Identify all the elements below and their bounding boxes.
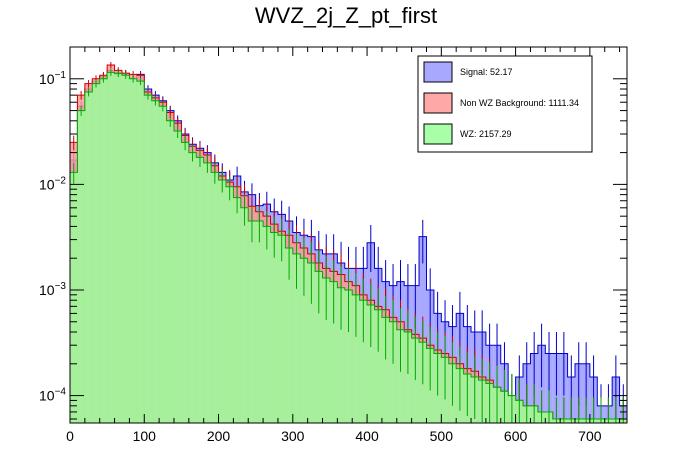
x-tick-label: 700: [578, 428, 602, 444]
bar-wz: [359, 300, 368, 423]
x-tick-label: 500: [430, 428, 454, 444]
bar-wz: [233, 197, 241, 423]
bar-wz: [322, 277, 330, 423]
bar-wz: [389, 321, 397, 423]
bar-wz: [411, 338, 420, 423]
bar-wz: [292, 253, 301, 423]
series-wz: [69, 69, 627, 424]
bar-wz: [404, 332, 412, 423]
bar-wz: [136, 81, 145, 423]
plot-area: [69, 62, 627, 424]
bar-wz: [344, 289, 353, 423]
bar-wz: [129, 78, 137, 423]
bar-wz: [203, 162, 212, 423]
x-tick-label: 300: [281, 428, 305, 444]
bar-wz: [159, 106, 167, 424]
y-axis: 10−1 10−2 10−3 10−4: [39, 46, 627, 420]
bar-wz: [121, 75, 130, 423]
legend-label-signal: Signal: 52.17: [460, 67, 513, 77]
outline-signal: [69, 69, 627, 423]
x-tick-label: 0: [66, 428, 74, 444]
bar-wz: [300, 258, 308, 423]
bar-wz: [151, 100, 160, 424]
x-tick-label: 400: [355, 428, 379, 444]
bar-wz: [263, 226, 271, 423]
bar-wz: [248, 221, 256, 423]
legend-swatch-wz: [423, 123, 453, 145]
y-tick-label: 10−3: [39, 281, 66, 298]
x-tick-label: 200: [207, 428, 231, 444]
bar-wz: [315, 271, 323, 423]
plot-frame: [69, 46, 628, 424]
bar-wz: [188, 152, 197, 423]
bar-wz: [329, 281, 338, 423]
bar-wz: [307, 263, 316, 423]
x-tick-label: 100: [133, 428, 157, 444]
bar-wz: [367, 305, 375, 423]
bar-wz: [84, 91, 93, 423]
chart-title: WVZ_2j_Z_pt_first: [255, 3, 437, 28]
bar-wz: [337, 287, 345, 423]
bar-wz: [255, 221, 264, 423]
bar-wz: [99, 78, 108, 423]
bar-wz: [77, 110, 85, 423]
bar-wz: [225, 186, 234, 423]
x-tick-label: 600: [504, 428, 528, 444]
y-tick-label: 10−2: [39, 175, 66, 192]
bar-wz: [240, 207, 249, 423]
bar-wz: [181, 142, 189, 424]
bar-wz: [277, 235, 286, 423]
x-axis: 0 100 200 300 400 500 600 700: [66, 47, 621, 444]
legend-label-non-wz-background: Non WZ Background: 1111.34: [460, 98, 579, 108]
bar-wz: [381, 317, 390, 423]
bar-wz: [144, 95, 152, 424]
legend-swatch-signal: [423, 61, 453, 83]
legend-label-wz: WZ: 2157.29: [460, 129, 512, 139]
y-tick-label: 10−4: [39, 387, 66, 404]
bar-wz: [352, 294, 360, 423]
outline-wz: [69, 71, 627, 423]
bar-wz: [218, 180, 226, 423]
bar-wz: [285, 247, 293, 423]
bar-wz: [270, 232, 278, 423]
bar-wz: [107, 72, 115, 423]
y-tick-label: 10−1: [39, 70, 66, 87]
bar-wz: [114, 73, 122, 423]
bar-wz: [166, 120, 174, 423]
bar-wz: [374, 309, 382, 423]
bar-wz: [396, 329, 405, 423]
legend-swatch-non-wz-background: [423, 92, 453, 114]
bar-wz: [70, 172, 78, 423]
legend: Signal: 52.17 Non WZ Background: 1111.34…: [417, 55, 593, 153]
bar-wz: [196, 157, 204, 423]
bar-wz: [173, 131, 182, 424]
bar-wz: [211, 172, 219, 423]
bar-wz: [92, 83, 100, 424]
